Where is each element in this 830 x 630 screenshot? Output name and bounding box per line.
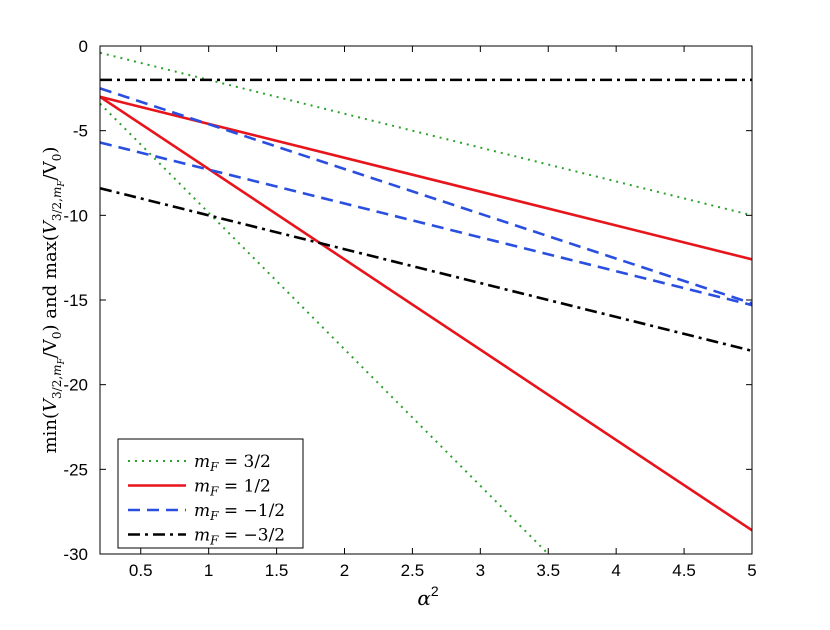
series-layer xyxy=(100,51,752,554)
x-tick-label-7: 4 xyxy=(611,561,620,580)
y-label-v2: V xyxy=(40,219,61,234)
x-tick-label-6: 3.5 xyxy=(536,561,560,580)
y-label-and: and xyxy=(40,285,61,319)
y-label-sub1: 3/2, xyxy=(50,376,64,399)
series-0-line-0 xyxy=(100,51,752,217)
x-tick-label-1: 1 xyxy=(204,561,213,580)
x-axis-label: α2 xyxy=(417,583,439,610)
series-1-line-1 xyxy=(100,95,752,532)
legend-item-3: mF = −3/2 xyxy=(128,526,285,548)
y-label-v1: V xyxy=(40,397,61,412)
series-2-line-1 xyxy=(100,141,752,307)
series-2-line-0 xyxy=(100,87,752,305)
y-tick-label-0: 0 xyxy=(79,37,88,56)
legend-box xyxy=(117,438,304,549)
y-label-min: min xyxy=(40,419,61,454)
x-axis-label-superscript: 2 xyxy=(431,583,439,599)
y-tick-label-6: -30 xyxy=(63,545,88,564)
x-tick-label-0: 0.5 xyxy=(129,561,153,580)
y-label-max: max xyxy=(40,241,61,279)
y-tick-label-5: -25 xyxy=(63,460,88,479)
x-tick-label-2: 1.5 xyxy=(265,561,289,580)
y-label-sub2-m: m xyxy=(50,187,64,198)
legend-label-0: mF = 3/2 xyxy=(194,452,271,474)
legend-label-2: mF = −1/2 xyxy=(194,501,285,523)
x-tick-label-8: 4.5 xyxy=(672,561,696,580)
legend-items: mF = 3/2 mF = 1/2mF = −1/2 mF = −3/2 xyxy=(128,452,285,548)
legend: mF = 3/2 mF = 1/2mF = −1/2 mF = −3/2 xyxy=(117,438,304,549)
ticks-layer: 0.5 1 1.5 2 2.5 3 3.5 4 4.5 5 0 -5 -10 -15 -20 -25 -30 xyxy=(63,37,756,580)
y-tick-label-2: -10 xyxy=(63,206,88,225)
y-label-sub2: 3/2, xyxy=(50,198,64,221)
legend-label-1: mF = 1/2 xyxy=(194,477,271,499)
x-axis-label-symbol: α xyxy=(417,586,431,610)
y-tick-label-3: -15 xyxy=(63,291,88,310)
y-label-over2: /V xyxy=(40,160,61,180)
x-tick-label-5: 3 xyxy=(476,561,485,580)
legend-item-2: mF = −1/2 xyxy=(128,501,285,523)
y-tick-label-1: -5 xyxy=(73,122,88,141)
legend-item-1: mF = 1/2 xyxy=(128,477,271,499)
x-tick-label-9: 5 xyxy=(747,561,756,580)
series-0-line-1 xyxy=(100,102,549,554)
y-axis-label: min(V3/2,mF/V0) and max(V3/2,mF/V0) xyxy=(40,147,67,454)
legend-label-3: mF = −3/2 xyxy=(194,526,285,548)
y-label-sub2-f: F xyxy=(57,180,67,188)
y-tick-label-4: -20 xyxy=(63,376,88,395)
y-label-sub1-f: F xyxy=(57,357,67,365)
x-tick-label-4: 2.5 xyxy=(401,561,425,580)
x-tick-label-3: 2 xyxy=(340,561,349,580)
y-label-over1: /V xyxy=(40,338,61,358)
y-label-sub1-m: m xyxy=(50,364,64,375)
series-3-line-1 xyxy=(100,186,752,353)
y-label-zero2: 0 xyxy=(50,154,64,162)
y-label-zero1: 0 xyxy=(50,331,64,339)
legend-item-0: mF = 3/2 xyxy=(128,452,271,474)
